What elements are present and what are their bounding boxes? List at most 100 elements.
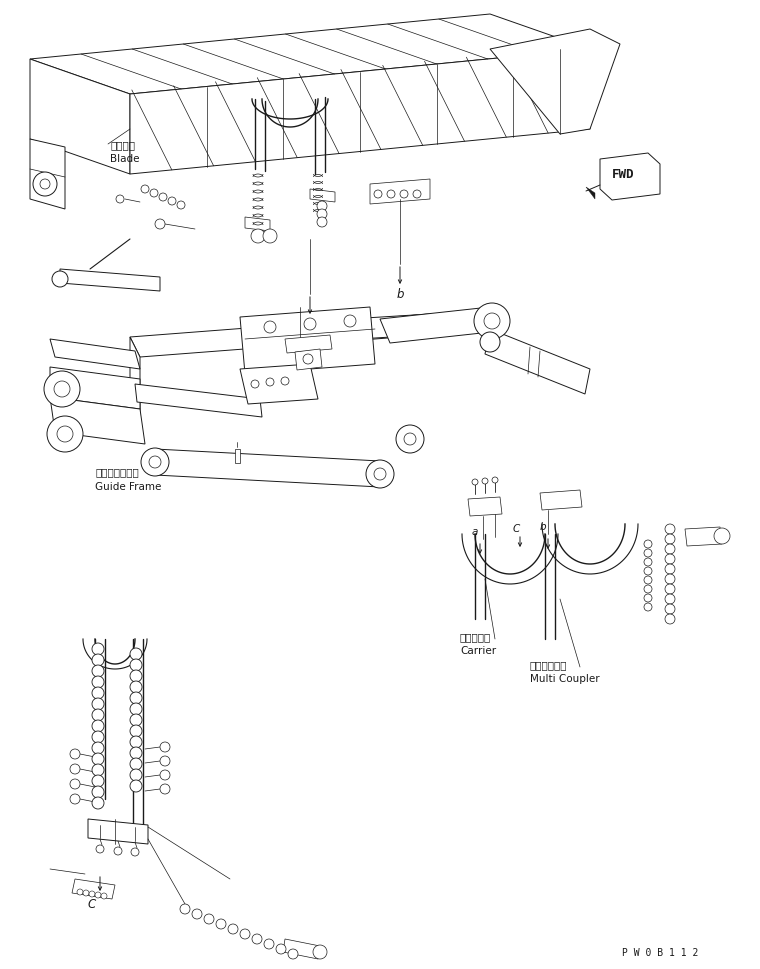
Circle shape	[313, 945, 327, 959]
Circle shape	[665, 575, 675, 584]
Circle shape	[400, 191, 408, 199]
Circle shape	[492, 478, 498, 484]
Circle shape	[472, 480, 478, 485]
Text: C: C	[87, 897, 95, 910]
Circle shape	[92, 765, 104, 776]
Circle shape	[70, 749, 80, 760]
Circle shape	[130, 692, 142, 704]
Circle shape	[266, 379, 274, 387]
Circle shape	[317, 209, 327, 220]
Circle shape	[92, 786, 104, 798]
Circle shape	[130, 659, 142, 672]
Circle shape	[665, 614, 675, 624]
Circle shape	[92, 687, 104, 700]
Polygon shape	[285, 335, 332, 354]
Circle shape	[317, 218, 327, 228]
Circle shape	[92, 775, 104, 787]
Circle shape	[92, 709, 104, 721]
Circle shape	[644, 594, 652, 603]
Polygon shape	[600, 154, 660, 201]
Polygon shape	[50, 340, 140, 369]
Circle shape	[665, 584, 675, 594]
Polygon shape	[72, 879, 115, 899]
Polygon shape	[30, 15, 590, 95]
Polygon shape	[30, 140, 65, 209]
Circle shape	[387, 191, 395, 199]
Circle shape	[92, 699, 104, 710]
Circle shape	[92, 797, 104, 809]
Circle shape	[77, 890, 83, 895]
Circle shape	[83, 891, 89, 896]
Circle shape	[130, 736, 142, 748]
Polygon shape	[240, 308, 375, 375]
Circle shape	[130, 769, 142, 781]
Polygon shape	[490, 30, 620, 135]
Circle shape	[101, 893, 107, 899]
Circle shape	[484, 314, 500, 329]
Circle shape	[150, 190, 158, 198]
Polygon shape	[283, 939, 320, 959]
Circle shape	[665, 564, 675, 575]
Circle shape	[228, 924, 238, 934]
Text: マルチカプラ: マルチカプラ	[530, 659, 568, 670]
Polygon shape	[50, 367, 140, 410]
Circle shape	[70, 779, 80, 789]
Circle shape	[130, 671, 142, 682]
Circle shape	[317, 202, 327, 212]
Circle shape	[665, 524, 675, 535]
Circle shape	[130, 714, 142, 726]
Polygon shape	[130, 337, 140, 429]
Circle shape	[130, 758, 142, 770]
Circle shape	[54, 382, 70, 397]
Circle shape	[89, 891, 95, 897]
Circle shape	[482, 479, 488, 484]
Text: Carrier: Carrier	[460, 645, 496, 655]
Polygon shape	[468, 497, 502, 516]
Circle shape	[216, 919, 226, 929]
Circle shape	[251, 381, 259, 389]
Text: b: b	[540, 521, 546, 531]
Text: a: a	[472, 526, 478, 537]
Circle shape	[344, 316, 356, 328]
Circle shape	[130, 648, 142, 660]
Circle shape	[92, 676, 104, 688]
Text: Blade: Blade	[110, 154, 140, 164]
Text: P W 0 B 1 1 2: P W 0 B 1 1 2	[622, 947, 698, 957]
Circle shape	[52, 271, 68, 288]
Text: ブレード: ブレード	[110, 140, 135, 150]
Polygon shape	[586, 188, 595, 200]
Circle shape	[240, 929, 250, 939]
Circle shape	[130, 725, 142, 737]
Text: C: C	[513, 523, 521, 534]
Circle shape	[40, 180, 50, 190]
Circle shape	[252, 934, 262, 944]
Circle shape	[644, 585, 652, 593]
Polygon shape	[380, 308, 500, 344]
Circle shape	[304, 319, 316, 330]
Circle shape	[141, 449, 169, 477]
Circle shape	[92, 654, 104, 667]
Circle shape	[404, 433, 416, 446]
Circle shape	[263, 230, 277, 244]
Circle shape	[57, 426, 73, 443]
Circle shape	[281, 378, 289, 386]
Circle shape	[474, 303, 510, 340]
Polygon shape	[540, 490, 582, 511]
Circle shape	[251, 230, 265, 244]
Text: b: b	[397, 288, 404, 300]
Circle shape	[141, 186, 149, 194]
Circle shape	[644, 549, 652, 557]
Circle shape	[92, 666, 104, 677]
Polygon shape	[155, 450, 380, 487]
Circle shape	[396, 425, 424, 453]
Circle shape	[92, 732, 104, 743]
Circle shape	[413, 191, 421, 199]
Circle shape	[366, 460, 394, 488]
Circle shape	[160, 742, 170, 752]
Circle shape	[92, 742, 104, 754]
Text: a: a	[304, 318, 312, 330]
Polygon shape	[30, 60, 130, 174]
Circle shape	[47, 417, 83, 453]
Circle shape	[70, 765, 80, 774]
Polygon shape	[485, 329, 590, 394]
